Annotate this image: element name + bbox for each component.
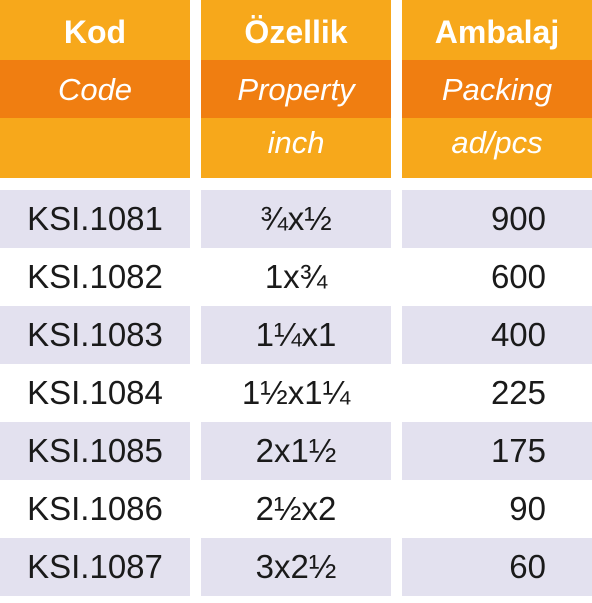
header-title-en: Code: [57, 72, 133, 107]
table-cell-property: 1½x1¼: [241, 374, 351, 411]
header-title-tr: Ambalaj: [434, 14, 560, 50]
header-title-tr: Özellik: [244, 14, 348, 50]
column-packing: Ambalaj Packing ad/pcs 900 600 400 225 1…: [402, 0, 592, 596]
table-cell-packing: 900: [402, 190, 592, 248]
table-cell-code: KSI.1086: [27, 490, 163, 527]
table-cell-packing: 400: [402, 306, 592, 364]
table-cell-code: KSI.1083: [0, 306, 190, 364]
column-header: Ambalaj Packing ad/pcs: [402, 0, 592, 178]
table-cell-packing: 60: [402, 538, 592, 596]
table-cell-code: KSI.1084: [27, 374, 163, 411]
table-cell-property: 1x¾: [264, 258, 328, 295]
column-property: Özellik Property inch ¾x½ 1x¾ 1¼x1 1½x1¼…: [201, 0, 391, 596]
table-cell-property: 1¼x1: [201, 306, 391, 364]
header-unit: inch: [267, 125, 325, 160]
column-header: Özellik Property inch: [201, 0, 391, 178]
table-cell-packing: 90: [509, 490, 546, 527]
table-cell-property: 2½x2: [255, 490, 337, 527]
table-cell-code: KSI.1081: [0, 190, 190, 248]
header-title-tr: Kod: [63, 14, 127, 50]
table-cell-property: 3x2½: [201, 538, 391, 596]
column-code: Kod Code KSI.1081 KSI.1082 KSI.1083 KSI.…: [0, 0, 190, 596]
table-cell-packing: 175: [402, 422, 592, 480]
table-cell-property: 2x1½: [201, 422, 391, 480]
table-cell-code: KSI.1082: [27, 258, 163, 295]
header-title-en: Packing: [441, 72, 553, 107]
table-cell-packing: 600: [490, 258, 546, 295]
column-header: Kod Code: [0, 0, 190, 178]
table-cell-packing: 225: [490, 374, 546, 411]
table-cell-code: KSI.1087: [0, 538, 190, 596]
header-title-en: Property: [237, 72, 355, 107]
header-unit: ad/pcs: [451, 125, 543, 160]
table-cell-property: ¾x½: [201, 190, 391, 248]
table-cell-code: KSI.1085: [0, 422, 190, 480]
